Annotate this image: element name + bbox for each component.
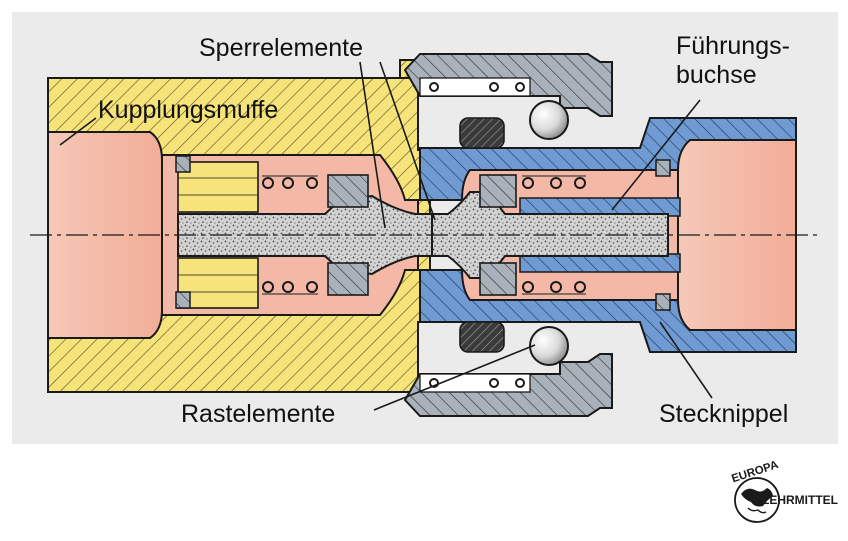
sleeve-spring-pocket-top [419, 77, 531, 97]
left-valve-collar-top [327, 174, 369, 208]
right-valve-collar-top [479, 174, 517, 208]
seal-right-top [655, 159, 671, 177]
valve-springs [262, 177, 586, 293]
seal-left-bottom [175, 291, 191, 309]
o-ring-bottom [459, 321, 505, 353]
label-kupplungsmuffe: Kupplungsmuffe [98, 96, 279, 124]
label-fuehrungsbuchse-line1: Führungs- [676, 32, 790, 60]
left-guide-insert-top [177, 161, 259, 213]
left-valve-collar-bottom [327, 262, 369, 296]
label-stecknippel: Stecknippel [659, 400, 789, 428]
right-valve-collar-bottom [479, 262, 517, 296]
seal-right-bottom [655, 293, 671, 311]
label-fuehrungsbuchse-line2: buchse [676, 61, 757, 89]
leader-lines [59, 61, 713, 411]
logo-right-text: LEHRMITTEL [762, 493, 838, 507]
label-sperrelemente: Sperrelemente [199, 34, 363, 62]
o-ring-top [459, 117, 505, 149]
label-rastelemente: Rastelemente [181, 400, 336, 428]
sleeve-spring-pocket-bottom [419, 373, 531, 393]
sleeve-springs [429, 82, 525, 388]
label-fuehrungsbuchse: Führungs- buchse [676, 32, 790, 90]
europa-lehrmittel-logo: EUROPA LEHRMITTEL [730, 459, 838, 523]
seal-left-top [175, 155, 191, 173]
left-guide-insert-bottom [177, 257, 259, 309]
locking-ball-top [529, 100, 569, 140]
locking-ball-bottom [529, 326, 569, 366]
